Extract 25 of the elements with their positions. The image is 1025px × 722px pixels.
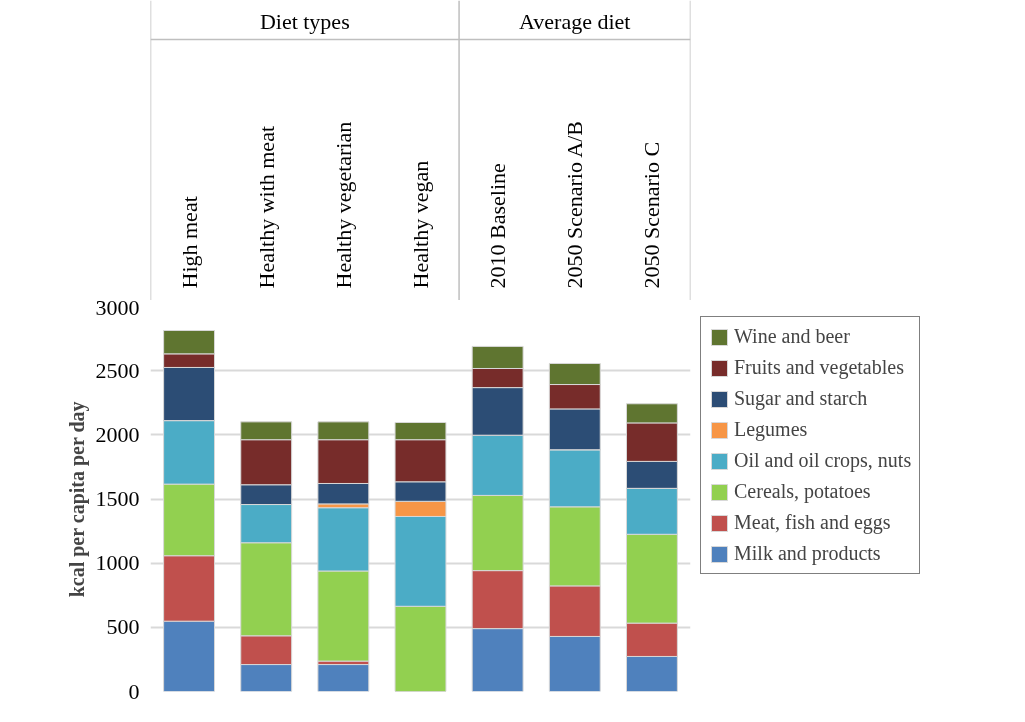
x-tick-label: 2050 Scenario C <box>639 141 665 289</box>
y-tick-label: 2000 <box>95 421 140 447</box>
legend-label: Wine and beer <box>734 325 850 348</box>
legend-label: Legumes <box>734 418 808 441</box>
legend-label: Sugar and starch <box>734 387 868 410</box>
y-axis-title: kcal per capita per day <box>65 401 89 598</box>
x-tick-label: 2050 Scenario A/B <box>562 121 588 289</box>
legend-label: Meat, fish and eggs <box>734 511 891 534</box>
y-tick-label: 500 <box>106 614 140 640</box>
x-tick-label: Healthy vegetarian <box>330 121 356 289</box>
y-tick-label: 2500 <box>95 357 140 383</box>
text: Diet types <box>259 9 350 34</box>
x-tick-label: High meat <box>176 196 202 289</box>
legend-label: Cereals, potatoes <box>734 480 871 503</box>
y-tick-label: 0 <box>128 678 140 704</box>
y-tick-label: 1000 <box>95 550 140 576</box>
x-tick-label: Healthy vegan <box>408 160 433 289</box>
legend-label: Fruits and vegetables <box>734 356 904 379</box>
text: Average diet <box>519 9 631 34</box>
y-tick-label: 1500 <box>95 486 140 511</box>
legend-label: Oil and oil crops, nuts <box>734 449 912 472</box>
legend-label: Milk and products <box>734 542 881 565</box>
x-tick-label: Healthy with meat <box>253 125 279 289</box>
y-tick-label: 3000 <box>95 294 140 320</box>
x-tick-label: 2010 Baseline <box>485 163 511 289</box>
